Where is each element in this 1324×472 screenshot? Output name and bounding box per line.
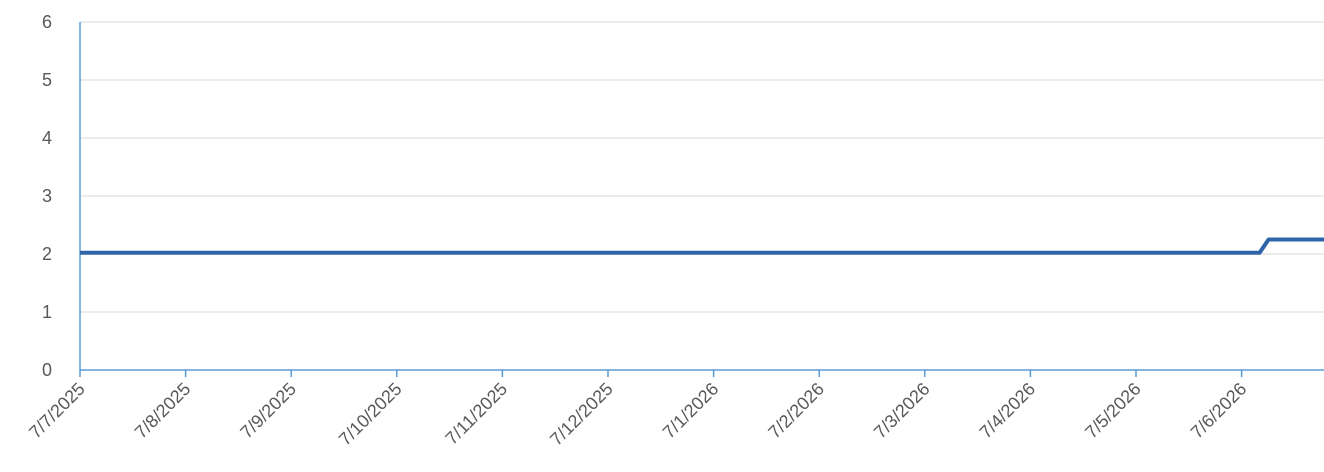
- x-tick-label: 7/9/2025: [236, 379, 300, 443]
- x-tick-label: 7/7/2025: [25, 379, 89, 443]
- gridlines: [80, 21, 1324, 313]
- series-line-0: [80, 237, 1324, 255]
- series-layer: [80, 237, 1324, 255]
- x-tick-label: 7/3/2026: [870, 379, 934, 443]
- y-tick-label: 3: [42, 186, 52, 206]
- x-tick-label: 7/5/2026: [1081, 379, 1145, 443]
- x-tick-label: 7/12/2025: [546, 379, 617, 450]
- y-tick-label: 6: [42, 12, 52, 32]
- tick-labels: 0 1 2 3 4 5 6 7/7/2025 7/8/2025 7/9/2025 7/10/2025…: [25, 12, 1250, 449]
- x-tick-label: 7/8/2025: [131, 379, 195, 443]
- axes: [79, 22, 1324, 377]
- x-tick-label: 7/2/2026: [764, 379, 828, 443]
- y-tick-label: 2: [42, 244, 52, 264]
- y-tick-label: 1: [42, 302, 52, 322]
- y-tick-label: 5: [42, 70, 52, 90]
- y-tick-label: 0: [42, 360, 52, 380]
- x-tick-label: 7/10/2025: [335, 379, 406, 450]
- x-tick-label: 7/4/2026: [976, 379, 1040, 443]
- x-tick-label: 7/11/2025: [441, 379, 511, 449]
- x-tick-label: 7/6/2026: [1187, 379, 1251, 443]
- y-tick-label: 4: [42, 128, 52, 148]
- x-tick-label: 7/1/2026: [659, 379, 723, 443]
